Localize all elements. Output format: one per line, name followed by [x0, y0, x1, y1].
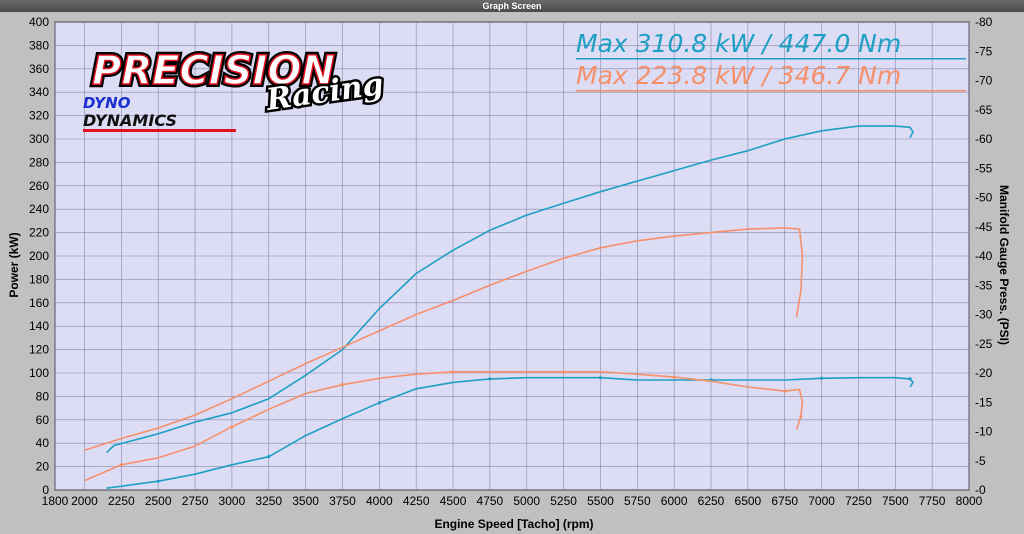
series-point: [377, 401, 381, 405]
y-tick-label: 120: [29, 343, 49, 357]
y2-tick-label: -25: [975, 337, 993, 351]
y-tick-label: 400: [29, 15, 49, 29]
y-tick-label: 200: [29, 249, 49, 263]
y-tick-label: 0: [42, 483, 49, 497]
y2-tick-label: -35: [975, 278, 993, 292]
window-title: Graph Screen: [0, 0, 1024, 12]
x-tick-label: 5500: [587, 494, 614, 508]
series-point: [672, 375, 676, 379]
y2-tick-label: -65: [975, 103, 993, 117]
y-tick-label: 380: [29, 38, 49, 52]
series-point: [819, 376, 824, 380]
series-line-1: [106, 125, 914, 454]
x-tick-label: 4500: [440, 494, 467, 508]
x-tick-label: 4000: [366, 494, 393, 508]
y-tick-label: 180: [29, 272, 49, 286]
x-tick-label: 1800: [42, 494, 69, 508]
max-label-2: Max 223.8 kW / 346.7 Nm: [576, 61, 901, 90]
y2-tick-label: -30: [975, 308, 993, 322]
y-tick-label: 240: [29, 202, 49, 216]
x-axis-title: Engine Speed [Tacho] (rpm): [434, 517, 593, 531]
y-tick-label: 20: [36, 460, 50, 474]
y2-axis-title: Manifold Gauge Press. (PSI): [997, 185, 1011, 345]
x-tick-label: 3500: [292, 494, 319, 508]
series-line-2: [84, 227, 804, 451]
x-tick-label: 5250: [550, 494, 577, 508]
x-tick-label: 6000: [661, 494, 688, 508]
series-point: [598, 376, 603, 380]
y-tick-label: 40: [36, 436, 50, 450]
x-tick-label: 4750: [477, 494, 504, 508]
y2-tick-label: -70: [975, 74, 993, 88]
y2-tick-label: -80: [975, 15, 993, 29]
y-axis-title: Power (kW): [7, 232, 21, 297]
x-tick-label: 3750: [329, 494, 356, 508]
x-tick-label: 7500: [882, 494, 909, 508]
y2-tick-label: -50: [975, 191, 993, 205]
tick-labels: 1800 2000 2250 2500 2750 3000 3250 3500 3750 4000…: [29, 15, 993, 508]
y-tick-label: 60: [36, 413, 50, 427]
grid: [54, 21, 970, 491]
x-tick-label: 2750: [182, 494, 209, 508]
x-tick-label: 5750: [624, 494, 651, 508]
series-line-4: [84, 370, 804, 482]
y2-tick-label: -45: [975, 220, 993, 234]
y-tick-label: 100: [29, 366, 49, 380]
x-tick-label: 2250: [108, 494, 135, 508]
series-point: [783, 389, 787, 393]
y-tick-label: 340: [29, 85, 49, 99]
x-tick-label: 5000: [513, 494, 540, 508]
x-tick-label: 6750: [771, 494, 798, 508]
series-point: [340, 383, 345, 387]
series-point: [230, 425, 234, 429]
max-underline-1: [576, 58, 966, 60]
y-tick-label: 140: [29, 319, 49, 333]
y2-tick-label: -60: [975, 132, 993, 146]
y2-tick-label: -40: [975, 249, 993, 263]
series-point: [488, 377, 492, 381]
series-point: [451, 370, 455, 374]
y2-tick-label: -55: [975, 161, 993, 175]
series-point: [119, 463, 123, 467]
logo-precision-outline: PRECISION: [92, 48, 335, 94]
y2-tick-label: -15: [975, 395, 993, 409]
x-tick-label: 3250: [255, 494, 282, 508]
series-point: [561, 370, 566, 374]
y2-tick-label: -75: [975, 44, 993, 58]
y-tick-label: 260: [29, 179, 49, 193]
y-tick-label: 80: [36, 389, 50, 403]
y2-tick-label: -10: [975, 425, 993, 439]
y2-tick-label: -0: [975, 483, 986, 497]
max-label-1: Max 310.8 kW / 447.0 Nm: [576, 29, 901, 58]
y-tick-label: 360: [29, 62, 49, 76]
logo-dyno: DYNO: [83, 94, 131, 112]
series-point: [267, 455, 271, 459]
logo-dynamics: DYNAMICS: [83, 111, 177, 130]
series-point: [908, 377, 912, 381]
x-tick-label: 7750: [919, 494, 946, 508]
y2-tick-label: -20: [975, 366, 993, 380]
series-point: [799, 414, 803, 418]
y-tick-label: 280: [29, 155, 49, 169]
y-tick-label: 160: [29, 296, 49, 310]
logo-underline: [83, 129, 236, 132]
x-tick-label: 7000: [808, 494, 835, 508]
x-tick-label: 2500: [145, 494, 172, 508]
x-tick-label: 8000: [956, 494, 983, 508]
max-underline-2: [576, 90, 966, 92]
y-tick-label: 320: [29, 109, 49, 123]
x-tick-label: 6500: [735, 494, 762, 508]
series-group: [84, 125, 914, 489]
x-tick-label: 3000: [219, 494, 246, 508]
x-tick-label: 6250: [698, 494, 725, 508]
x-tick-label: 4250: [403, 494, 430, 508]
series-point: [156, 479, 160, 483]
y-tick-label: 300: [29, 132, 49, 146]
logo-precision: PRECISION: [92, 48, 335, 94]
x-tick-label: 7250: [845, 494, 872, 508]
y-tick-label: 220: [29, 226, 49, 240]
x-tick-label: 2000: [71, 494, 98, 508]
y2-tick-label: -5: [975, 454, 986, 468]
dyno-chart: 1800 2000 2250 2500 2750 3000 3250 3500 3750 4000…: [0, 12, 1024, 534]
